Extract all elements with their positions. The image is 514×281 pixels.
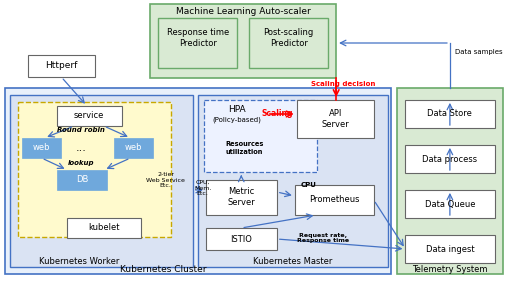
Text: Post-scaling
Predictor: Post-scaling Predictor xyxy=(264,28,314,48)
Text: CPU,
Mem.
Etc.: CPU, Mem. Etc. xyxy=(194,180,211,196)
Bar xyxy=(206,180,277,215)
Text: Resources
utilization: Resources utilization xyxy=(225,142,263,155)
Text: Round robin: Round robin xyxy=(57,127,105,133)
Bar xyxy=(406,190,495,218)
Text: Kubernetes Master: Kubernetes Master xyxy=(253,257,333,266)
Bar xyxy=(397,88,503,274)
Text: Kubernetes Cluster: Kubernetes Cluster xyxy=(120,266,207,275)
Text: Kubernetes Worker: Kubernetes Worker xyxy=(39,257,119,266)
Bar xyxy=(158,18,237,68)
Text: Scaling decision: Scaling decision xyxy=(311,81,376,87)
Bar xyxy=(150,4,336,78)
Bar xyxy=(22,138,61,158)
Text: HPA: HPA xyxy=(229,105,246,114)
Text: Data ingest: Data ingest xyxy=(426,244,474,253)
Text: Data process: Data process xyxy=(423,155,478,164)
Bar xyxy=(10,95,193,267)
Text: web: web xyxy=(33,144,50,153)
Text: CPU: CPU xyxy=(301,182,317,188)
Bar xyxy=(295,185,374,215)
Text: ISTIO: ISTIO xyxy=(230,235,252,244)
Bar xyxy=(114,138,153,158)
Text: kubelet: kubelet xyxy=(88,223,120,232)
Bar xyxy=(5,88,391,274)
Text: Scaling: Scaling xyxy=(261,110,292,119)
Bar xyxy=(406,235,495,263)
Text: Machine Learning Auto-scaler: Machine Learning Auto-scaler xyxy=(176,6,310,15)
Text: ...: ... xyxy=(76,143,86,153)
Bar xyxy=(297,100,374,138)
Bar xyxy=(198,95,388,267)
Text: Data Queue: Data Queue xyxy=(425,200,475,209)
Text: Response time
Predictor: Response time Predictor xyxy=(167,28,229,48)
Text: Request rate,
Response time: Request rate, Response time xyxy=(297,233,349,243)
Bar xyxy=(58,170,107,190)
Text: Data Store: Data Store xyxy=(428,110,472,119)
Text: web: web xyxy=(125,144,142,153)
Text: DB: DB xyxy=(76,176,88,185)
Text: Telemetry System: Telemetry System xyxy=(412,266,488,275)
Text: lookup: lookup xyxy=(68,160,95,166)
Text: (Policy-based): (Policy-based) xyxy=(213,117,262,123)
Text: service: service xyxy=(74,112,104,121)
Bar xyxy=(249,18,328,68)
Bar xyxy=(28,55,95,77)
Bar xyxy=(406,145,495,173)
Bar xyxy=(204,100,317,172)
Text: Data samples: Data samples xyxy=(455,49,503,55)
Text: Metric
Server: Metric Server xyxy=(227,187,255,207)
Bar xyxy=(18,102,171,237)
Text: Httperf: Httperf xyxy=(45,62,78,71)
Bar xyxy=(406,100,495,128)
Text: API
Server: API Server xyxy=(321,109,349,129)
Bar xyxy=(58,106,122,126)
Text: 2-tier
Web Service
Etc.: 2-tier Web Service Etc. xyxy=(146,172,185,188)
Bar xyxy=(67,218,141,238)
Bar xyxy=(206,228,277,250)
Text: Prometheus: Prometheus xyxy=(309,196,359,205)
